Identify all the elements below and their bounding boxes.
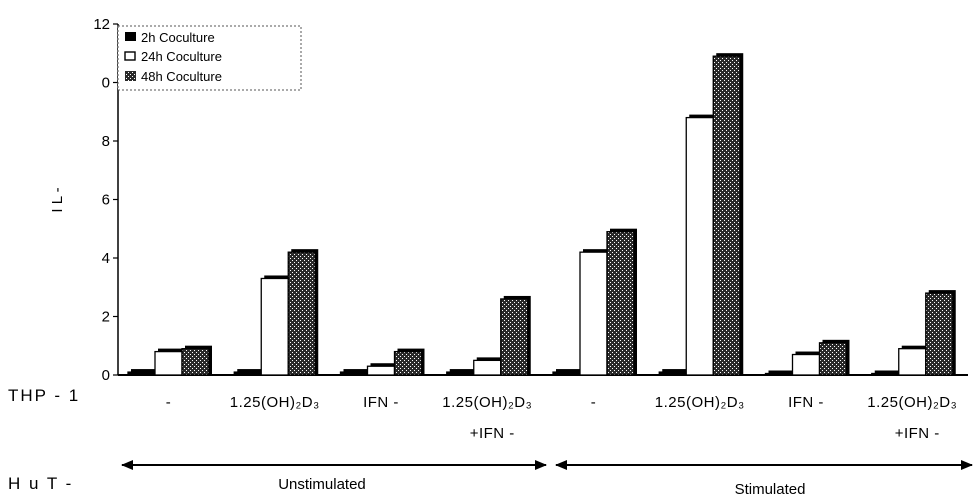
bars — [127, 53, 956, 376]
category-label: 1.25(OH)₂D₃ — [230, 394, 320, 411]
bar-48h-cat-1 — [287, 251, 316, 376]
category-label: IFN - — [363, 394, 399, 411]
category-label: - — [591, 394, 597, 411]
y-tick-label: 6 — [102, 192, 110, 209]
group-label-stimulated: Stimulated — [735, 481, 806, 498]
legend-swatch-48h — [125, 71, 136, 81]
category-label-line2: +IFN - — [470, 425, 515, 442]
bar-2h-cat-6 — [764, 372, 794, 376]
legend-swatch-24h — [124, 51, 136, 61]
category-label: IFN - — [788, 394, 824, 411]
bar-24h-cat-5 — [685, 116, 714, 376]
bar-48h-cat-2 — [393, 350, 423, 376]
y-tick-label: 2 — [102, 309, 110, 326]
y-tick-label: 8 — [102, 133, 110, 150]
bar-24h-cat-1 — [260, 277, 289, 376]
y-tick-label: 0 — [102, 75, 110, 92]
bar-2h-cat-4 — [552, 371, 581, 376]
bar-2h-cat-1 — [233, 371, 262, 376]
category-label: 1.25(OH)₂D₃ — [442, 394, 532, 411]
y-tick-label: 12 — [93, 16, 110, 33]
legend-box — [117, 25, 302, 91]
bar-2h-cat-0 — [127, 371, 156, 376]
legend-label-24h: 24h Coculture — [141, 49, 222, 64]
bar-24h-cat-3 — [473, 359, 502, 376]
bar-shadow-2h — [874, 370, 902, 375]
category-labels: - 1.25(OH)₂D₃ IFN - 1.25(OH)₂D₃ +IFN - - 1.25(… — [166, 394, 957, 442]
group-label-unstimulated: Unstimulated — [278, 476, 366, 493]
bar-48h-cat-7 — [925, 292, 954, 376]
bar-24h-cat-7 — [898, 348, 927, 376]
legend: 2h Coculture 24h Coculture 48h Coculture — [117, 25, 302, 91]
bar-2h-cat-3 — [446, 371, 475, 376]
bar-24h-cat-2 — [366, 365, 396, 376]
row-label-treatment: THP - 1 — [8, 386, 80, 405]
category-label: - — [166, 394, 172, 411]
bar-2h-cat-7 — [871, 372, 900, 376]
bar-2h-cat-5 — [658, 371, 687, 376]
bar-48h-cat-4 — [606, 231, 635, 376]
y-tick-label: 0 — [102, 367, 110, 384]
y-axis-label: I L - — [49, 187, 66, 212]
bar-2h-cat-2 — [339, 371, 369, 376]
category-label-line2: +IFN - — [895, 425, 940, 442]
legend-label-48h: 48h Coculture — [141, 69, 222, 84]
bar-48h-cat-5 — [712, 55, 741, 376]
bar-24h-cat-6 — [791, 353, 821, 376]
bar-48h-cat-3 — [500, 298, 529, 376]
row-label-stimulation: H u T - — [8, 474, 73, 493]
bar-24h-cat-4 — [579, 251, 608, 376]
y-ticks: 0 2 4 6 8 0 12 — [93, 16, 118, 384]
legend-swatch-2h — [125, 32, 136, 41]
category-label: 1.25(OH)₂D₃ — [655, 394, 745, 411]
category-label: 1.25(OH)₂D₃ — [867, 394, 957, 411]
bar-24h-cat-0 — [154, 350, 183, 376]
y-tick-label: 4 — [102, 250, 110, 267]
bar-shadow-2h — [768, 370, 796, 375]
bar-48h-cat-6 — [818, 342, 848, 376]
legend-label-2h: 2h Coculture — [141, 30, 215, 45]
bar-48h-cat-0 — [181, 348, 210, 376]
